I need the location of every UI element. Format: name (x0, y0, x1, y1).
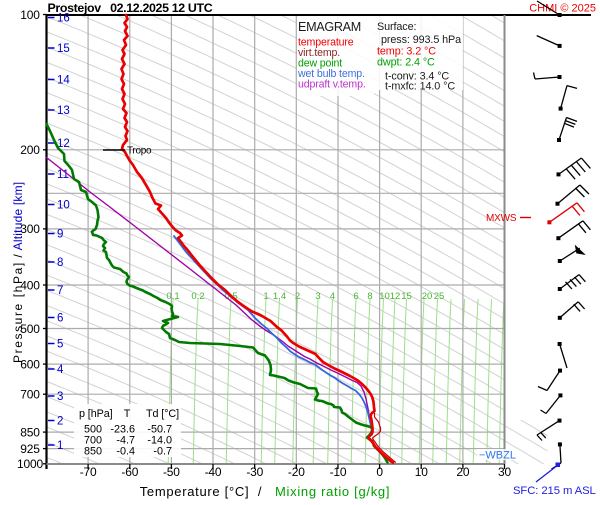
svg-text:p [hPa]: p [hPa] (79, 408, 113, 420)
svg-text:press: 993.5 hPa: press: 993.5 hPa (381, 34, 461, 46)
svg-text:14: 14 (57, 75, 70, 87)
svg-text:30: 30 (498, 465, 511, 479)
svg-text:-0.7: -0.7 (153, 446, 172, 458)
svg-text:Surface:: Surface: (377, 21, 417, 33)
svg-text:-50.7: -50.7 (147, 424, 172, 436)
svg-text:1: 1 (57, 440, 63, 452)
svg-text:2: 2 (57, 416, 63, 428)
svg-text:-30: -30 (246, 465, 263, 479)
svg-text:15: 15 (57, 43, 70, 55)
svg-text:-70: -70 (80, 465, 97, 479)
svg-text:-60: -60 (121, 465, 138, 479)
svg-text:12: 12 (57, 138, 70, 150)
svg-text:-20: -20 (288, 465, 305, 479)
svg-text:7: 7 (57, 285, 63, 297)
svg-text:16: 16 (57, 13, 70, 25)
svg-text:t-mxfc: 14.0 °C: t-mxfc: 14.0 °C (385, 81, 455, 93)
svg-text:t-conv: 3.4 °C: t-conv: 3.4 °C (385, 71, 449, 83)
svg-text:-23.6: -23.6 (110, 424, 135, 436)
svg-text:temp: 3.2 °C: temp: 3.2 °C (377, 46, 436, 58)
svg-text:1.4: 1.4 (273, 291, 286, 302)
svg-text:-40: -40 (205, 465, 222, 479)
svg-text:Tropo: Tropo (127, 146, 152, 157)
svg-text:MXWS: MXWS (486, 213, 517, 224)
svg-text:20: 20 (422, 291, 433, 302)
svg-text:SFC: 215 m ASL: SFC: 215 m ASL (513, 485, 596, 497)
svg-text:200: 200 (20, 143, 40, 157)
svg-text:6: 6 (57, 313, 63, 325)
svg-text:11: 11 (57, 169, 69, 181)
svg-text:925: 925 (20, 442, 40, 456)
svg-text:0.2: 0.2 (191, 291, 204, 302)
svg-text:850: 850 (20, 425, 40, 439)
svg-text:EMAGRAM: EMAGRAM (298, 20, 361, 34)
svg-text:Prostejov 02.12.2025 12 UTC: Prostejov 02.12.2025 12 UTC (48, 1, 213, 15)
svg-text:4: 4 (330, 291, 335, 302)
svg-text:dwpt: 2.4 °C: dwpt: 2.4 °C (377, 57, 435, 69)
svg-text:9: 9 (57, 229, 63, 241)
svg-text:0.1: 0.1 (166, 291, 179, 302)
svg-text:-50: -50 (163, 465, 180, 479)
svg-text:8: 8 (367, 291, 372, 302)
svg-text:20: 20 (456, 465, 469, 479)
svg-text:udpraft v.temp.: udpraft v.temp. (298, 79, 366, 91)
svg-text:12: 12 (390, 291, 401, 302)
svg-text:500: 500 (84, 424, 102, 436)
svg-text:virt.temp.: virt.temp. (298, 47, 340, 59)
svg-text:6: 6 (353, 291, 358, 302)
svg-text:-10: -10 (330, 465, 347, 479)
svg-text:-14.0: -14.0 (147, 435, 172, 447)
svg-text:1: 1 (263, 291, 268, 302)
svg-text:100: 100 (20, 8, 40, 22)
svg-text:5: 5 (57, 339, 63, 351)
svg-text:CHMI © 2025: CHMI © 2025 (529, 3, 596, 15)
svg-text:10: 10 (415, 465, 428, 479)
svg-text:Pressure [hPa] / Altitude [km]: Pressure [hPa] / Altitude [km] (11, 182, 25, 363)
svg-text:2: 2 (295, 291, 300, 302)
svg-text:700: 700 (20, 388, 40, 402)
svg-text:15: 15 (401, 291, 412, 302)
svg-text:-0.4: -0.4 (116, 446, 135, 458)
svg-text:4: 4 (57, 364, 64, 376)
svg-text:−WBZL: −WBZL (479, 450, 516, 462)
svg-text:10: 10 (57, 200, 70, 212)
svg-text:Td [°C]: Td [°C] (146, 408, 179, 420)
svg-text:3: 3 (315, 291, 320, 302)
svg-text:700: 700 (84, 435, 102, 447)
svg-text:dew point: dew point (298, 58, 342, 70)
svg-text:Mixing ratio [g/kg]: Mixing ratio [g/kg] (275, 484, 390, 499)
svg-text:600: 600 (20, 357, 40, 371)
svg-text:500: 500 (20, 322, 40, 336)
svg-text:-4.7: -4.7 (116, 435, 135, 447)
svg-text:10: 10 (379, 291, 390, 302)
svg-text:wet bulb temp.: wet bulb temp. (297, 68, 365, 80)
svg-text:300: 300 (20, 222, 40, 236)
svg-text:1000: 1000 (17, 457, 43, 471)
svg-text:25: 25 (434, 291, 445, 302)
svg-text:0: 0 (376, 465, 383, 479)
svg-text:850: 850 (84, 446, 102, 458)
svg-text:T: T (124, 408, 131, 420)
svg-text:13: 13 (57, 105, 70, 117)
svg-text:400: 400 (20, 278, 40, 292)
svg-text:temperature: temperature (298, 37, 354, 49)
svg-text:Temperature [°C] /: Temperature [°C] / (140, 484, 263, 499)
svg-text:8: 8 (57, 257, 63, 269)
svg-text:3: 3 (57, 391, 63, 403)
